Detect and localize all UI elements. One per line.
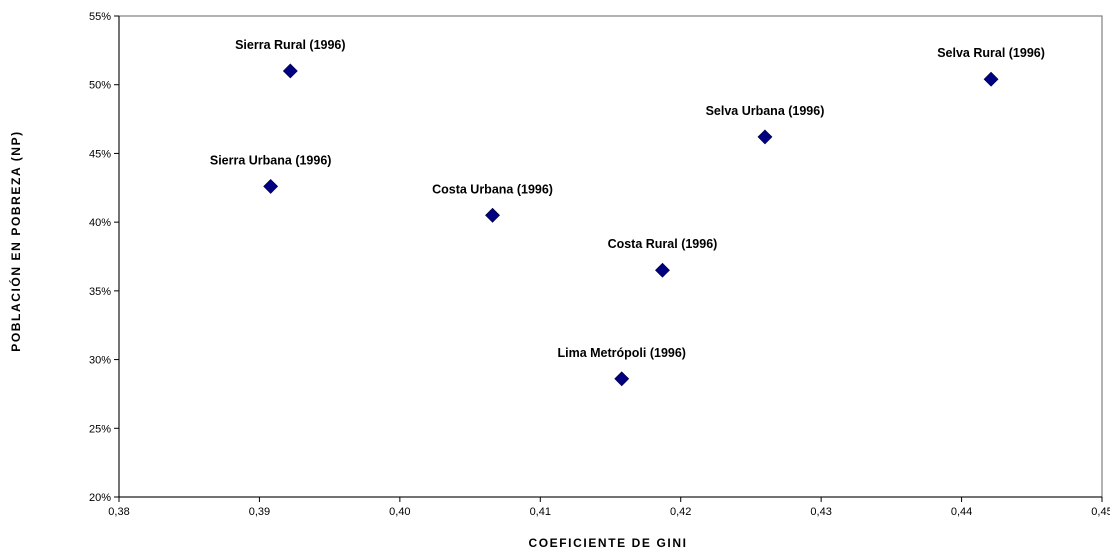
y-tick-label: 40% bbox=[89, 217, 111, 229]
y-tick-label: 25% bbox=[89, 423, 111, 435]
data-point bbox=[614, 371, 630, 387]
y-axis-ticks: 20% 25% 30% 35% 40% 45% 50% 55% bbox=[89, 11, 119, 504]
x-tick-label: 0,39 bbox=[249, 506, 270, 518]
x-tick-label: 0,42 bbox=[670, 506, 691, 518]
data-label: Sierra Urbana (1996) bbox=[210, 153, 332, 167]
data-points bbox=[263, 63, 999, 387]
x-tick-label: 0,43 bbox=[810, 506, 831, 518]
data-label: Costa Urbana (1996) bbox=[432, 182, 553, 196]
y-tick-label: 30% bbox=[89, 355, 111, 367]
data-labels: Sierra Rural (1996) Sierra Urbana (1996) C… bbox=[210, 38, 1045, 360]
y-tick-label: 20% bbox=[89, 492, 111, 504]
data-point bbox=[983, 71, 999, 87]
x-tick-label: 0,41 bbox=[530, 506, 551, 518]
x-tick-label: 0,45 bbox=[1091, 506, 1110, 518]
data-label: Lima Metrópoli (1996) bbox=[557, 346, 686, 360]
y-tick-label: 45% bbox=[89, 148, 111, 160]
data-point bbox=[282, 63, 298, 79]
y-tick-label: 50% bbox=[89, 80, 111, 92]
data-point bbox=[263, 178, 279, 194]
x-axis-title: COEFICIENTE DE GINI bbox=[528, 536, 687, 550]
data-label: Sierra Rural (1996) bbox=[235, 38, 345, 52]
x-tick-label: 0,38 bbox=[108, 506, 129, 518]
data-label: Selva Rural (1996) bbox=[937, 46, 1045, 60]
y-axis-title: POBLACIÓN EN POBREZA (NP) bbox=[8, 130, 23, 352]
data-point bbox=[485, 207, 500, 223]
data-point bbox=[757, 129, 773, 145]
data-point bbox=[655, 262, 670, 278]
x-tick-label: 0,40 bbox=[389, 506, 410, 518]
x-axis-ticks: 0,38 0,39 0,40 0,41 0,42 0,43 0,44 0,45 bbox=[108, 497, 1110, 518]
data-label: Selva Urbana (1996) bbox=[706, 104, 825, 118]
y-tick-label: 35% bbox=[89, 286, 111, 298]
data-label: Costa Rural (1996) bbox=[608, 237, 718, 251]
plot-area bbox=[118, 15, 1103, 498]
x-tick-label: 0,44 bbox=[951, 506, 972, 518]
y-tick-label: 55% bbox=[89, 11, 111, 23]
